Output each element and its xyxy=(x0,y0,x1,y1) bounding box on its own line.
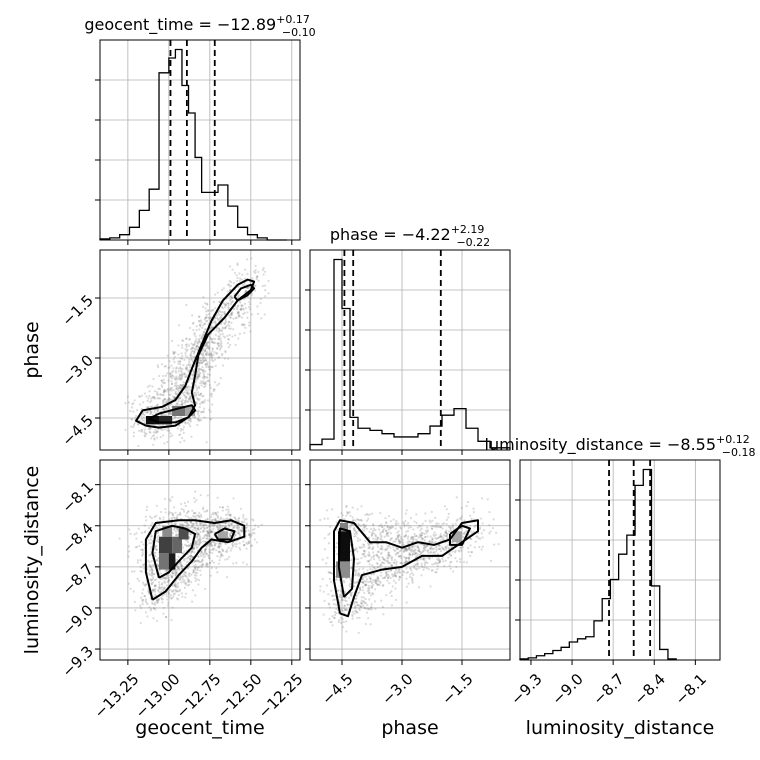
ytick-label-luminosity_distance-4: −8.1 xyxy=(59,478,97,516)
frame-luminosity_distance_vs_phase xyxy=(309,459,511,661)
density-block-luminosity_distance_vs_phase-3 xyxy=(452,531,462,543)
ytick-label-luminosity_distance-2: −8.7 xyxy=(59,560,97,598)
xtick-label-geocent_time-3: −12.50 xyxy=(214,670,266,722)
contour-phase_vs_geocent_time-inner xyxy=(148,404,197,424)
density-block-luminosity_distance_vs_geocent_time-0 xyxy=(159,553,169,570)
hist-grid-geocent_time xyxy=(100,40,300,240)
density-block-luminosity_distance_vs_geocent_time-4 xyxy=(162,525,173,537)
contour-luminosity_distance_vs_geocent_time-outer xyxy=(144,519,246,601)
ytick-label-phase-1: −3.0 xyxy=(59,351,97,389)
density-block-luminosity_distance_vs_geocent_time-3 xyxy=(172,536,182,554)
hist-frame-geocent_time xyxy=(99,39,301,241)
density-block-phase_vs_geocent_time-2 xyxy=(172,406,186,416)
xtick-label-luminosity_distance-0: −9.3 xyxy=(507,670,545,708)
density-block-luminosity_distance_vs_phase-1 xyxy=(338,531,350,562)
hist-frame-luminosity_distance xyxy=(519,459,721,661)
ytick-label-luminosity_distance-0: −9.3 xyxy=(59,642,97,680)
contour-luminosity_distance_vs_phase-right xyxy=(449,524,471,546)
xlabel-phase: phase xyxy=(381,717,438,739)
title-name-geocent_time: geocent_time = −12.89 xyxy=(84,15,276,35)
title-plus-phase: +2.19 xyxy=(451,223,485,236)
title-minus-phase: −0.22 xyxy=(456,236,490,249)
title-plus-geocent_time: +0.17 xyxy=(276,13,310,26)
xtick-label-luminosity_distance-1: −9.0 xyxy=(548,670,586,708)
xlabel-luminosity_distance: luminosity_distance xyxy=(526,717,715,739)
histogram-geocent_time xyxy=(99,48,287,241)
xtick-label-geocent_time-4: −12.25 xyxy=(255,670,307,722)
histogram-phase xyxy=(309,258,511,450)
hist-grid-phase xyxy=(310,250,510,450)
title-minus-geocent_time: −0.10 xyxy=(282,26,316,39)
contour-phase_vs_geocent_time-upper xyxy=(233,283,256,302)
scatter-points-luminosity_distance_vs_phase xyxy=(310,496,500,635)
contour-luminosity_distance_vs_phase-outer xyxy=(333,519,479,618)
contour-luminosity_distance_vs_phase-inner xyxy=(337,527,355,598)
contour-luminosity_distance_vs_geocent_time-inner xyxy=(151,524,197,579)
ytick-label-phase-0: −4.5 xyxy=(59,411,97,449)
density-block-luminosity_distance_vs_phase-2 xyxy=(340,523,348,532)
panel-phase_vs_geocent_time xyxy=(95,249,301,455)
density-block-luminosity_distance_vs_geocent_time-2 xyxy=(159,536,173,554)
scatter-points-luminosity_distance_vs_geocent_time xyxy=(118,490,263,625)
title-geocent_time: geocent_time = −12.89+0.17 −0.10 xyxy=(84,13,315,39)
panel-luminosity_distance_vs_geocent_time xyxy=(95,459,301,665)
frame-phase_vs_geocent_time xyxy=(99,249,301,451)
title-plus-luminosity_distance: +0.12 xyxy=(716,433,750,446)
title-minus-luminosity_distance: −0.18 xyxy=(722,446,756,459)
grid-phase_vs_geocent_time xyxy=(100,250,300,450)
histogram-luminosity_distance xyxy=(519,468,677,660)
contour-luminosity_distance_vs_geocent_time-side xyxy=(213,527,236,541)
frame-luminosity_distance_vs_geocent_time xyxy=(99,459,301,661)
ytick-label-luminosity_distance-1: −9.0 xyxy=(59,601,97,639)
density-block-luminosity_distance_vs_geocent_time-1 xyxy=(168,553,176,570)
xtick-label-geocent_time-1: −13.00 xyxy=(132,670,184,722)
xtick-label-luminosity_distance-4: −8.1 xyxy=(672,670,710,708)
panel-luminosity_distance_vs_phase xyxy=(305,459,511,665)
ytick-label-luminosity_distance-3: −8.4 xyxy=(59,519,97,557)
xtick-label-luminosity_distance-3: −8.4 xyxy=(631,670,669,708)
title-phase: phase = −4.22+2.19 −0.22 xyxy=(330,223,490,249)
density-block-phase_vs_geocent_time-1 xyxy=(159,416,173,425)
xtick-label-geocent_time-2: −12.75 xyxy=(173,670,225,722)
grid-luminosity_distance_vs_geocent_time xyxy=(100,460,300,660)
xtick-label-luminosity_distance-2: −8.7 xyxy=(589,670,627,708)
xtick-label-geocent_time-0: −13.25 xyxy=(91,670,143,722)
density-block-phase_vs_geocent_time-3 xyxy=(185,406,196,416)
xtick-label-phase-0: −4.5 xyxy=(318,670,356,708)
title-luminosity_distance: luminosity_distance = −8.55+0.12 −0.18 xyxy=(485,433,756,459)
title-name-phase: phase = −4.22 xyxy=(330,225,451,244)
contour-phase_vs_geocent_time-outer xyxy=(135,278,256,429)
xlabel-geocent_time: geocent_time xyxy=(135,717,264,739)
hist-panel-luminosity_distance: luminosity_distance = −8.55+0.12 −0.18 xyxy=(485,433,756,665)
ytick-label-phase-2: −1.5 xyxy=(59,291,97,329)
hist-panel-phase: phase = −4.22+2.19 −0.22 xyxy=(305,223,511,455)
ylabel-phase: phase xyxy=(21,321,43,378)
hist-frame-phase xyxy=(309,249,511,451)
title-name-luminosity_distance: luminosity_distance = −8.55 xyxy=(485,435,716,455)
ylabel-luminosity_distance: luminosity_distance xyxy=(21,466,43,655)
grid-luminosity_distance_vs_phase xyxy=(310,460,510,660)
xtick-label-phase-2: −1.5 xyxy=(438,670,476,708)
hist-panel-geocent_time: geocent_time = −12.89+0.17 −0.10 xyxy=(84,13,316,245)
density-block-luminosity_distance_vs_geocent_time-5 xyxy=(178,528,189,540)
density-block-luminosity_distance_vs_geocent_time-6 xyxy=(218,531,228,540)
xtick-label-phase-1: −3.0 xyxy=(378,670,416,708)
hist-grid-luminosity_distance xyxy=(520,460,720,660)
